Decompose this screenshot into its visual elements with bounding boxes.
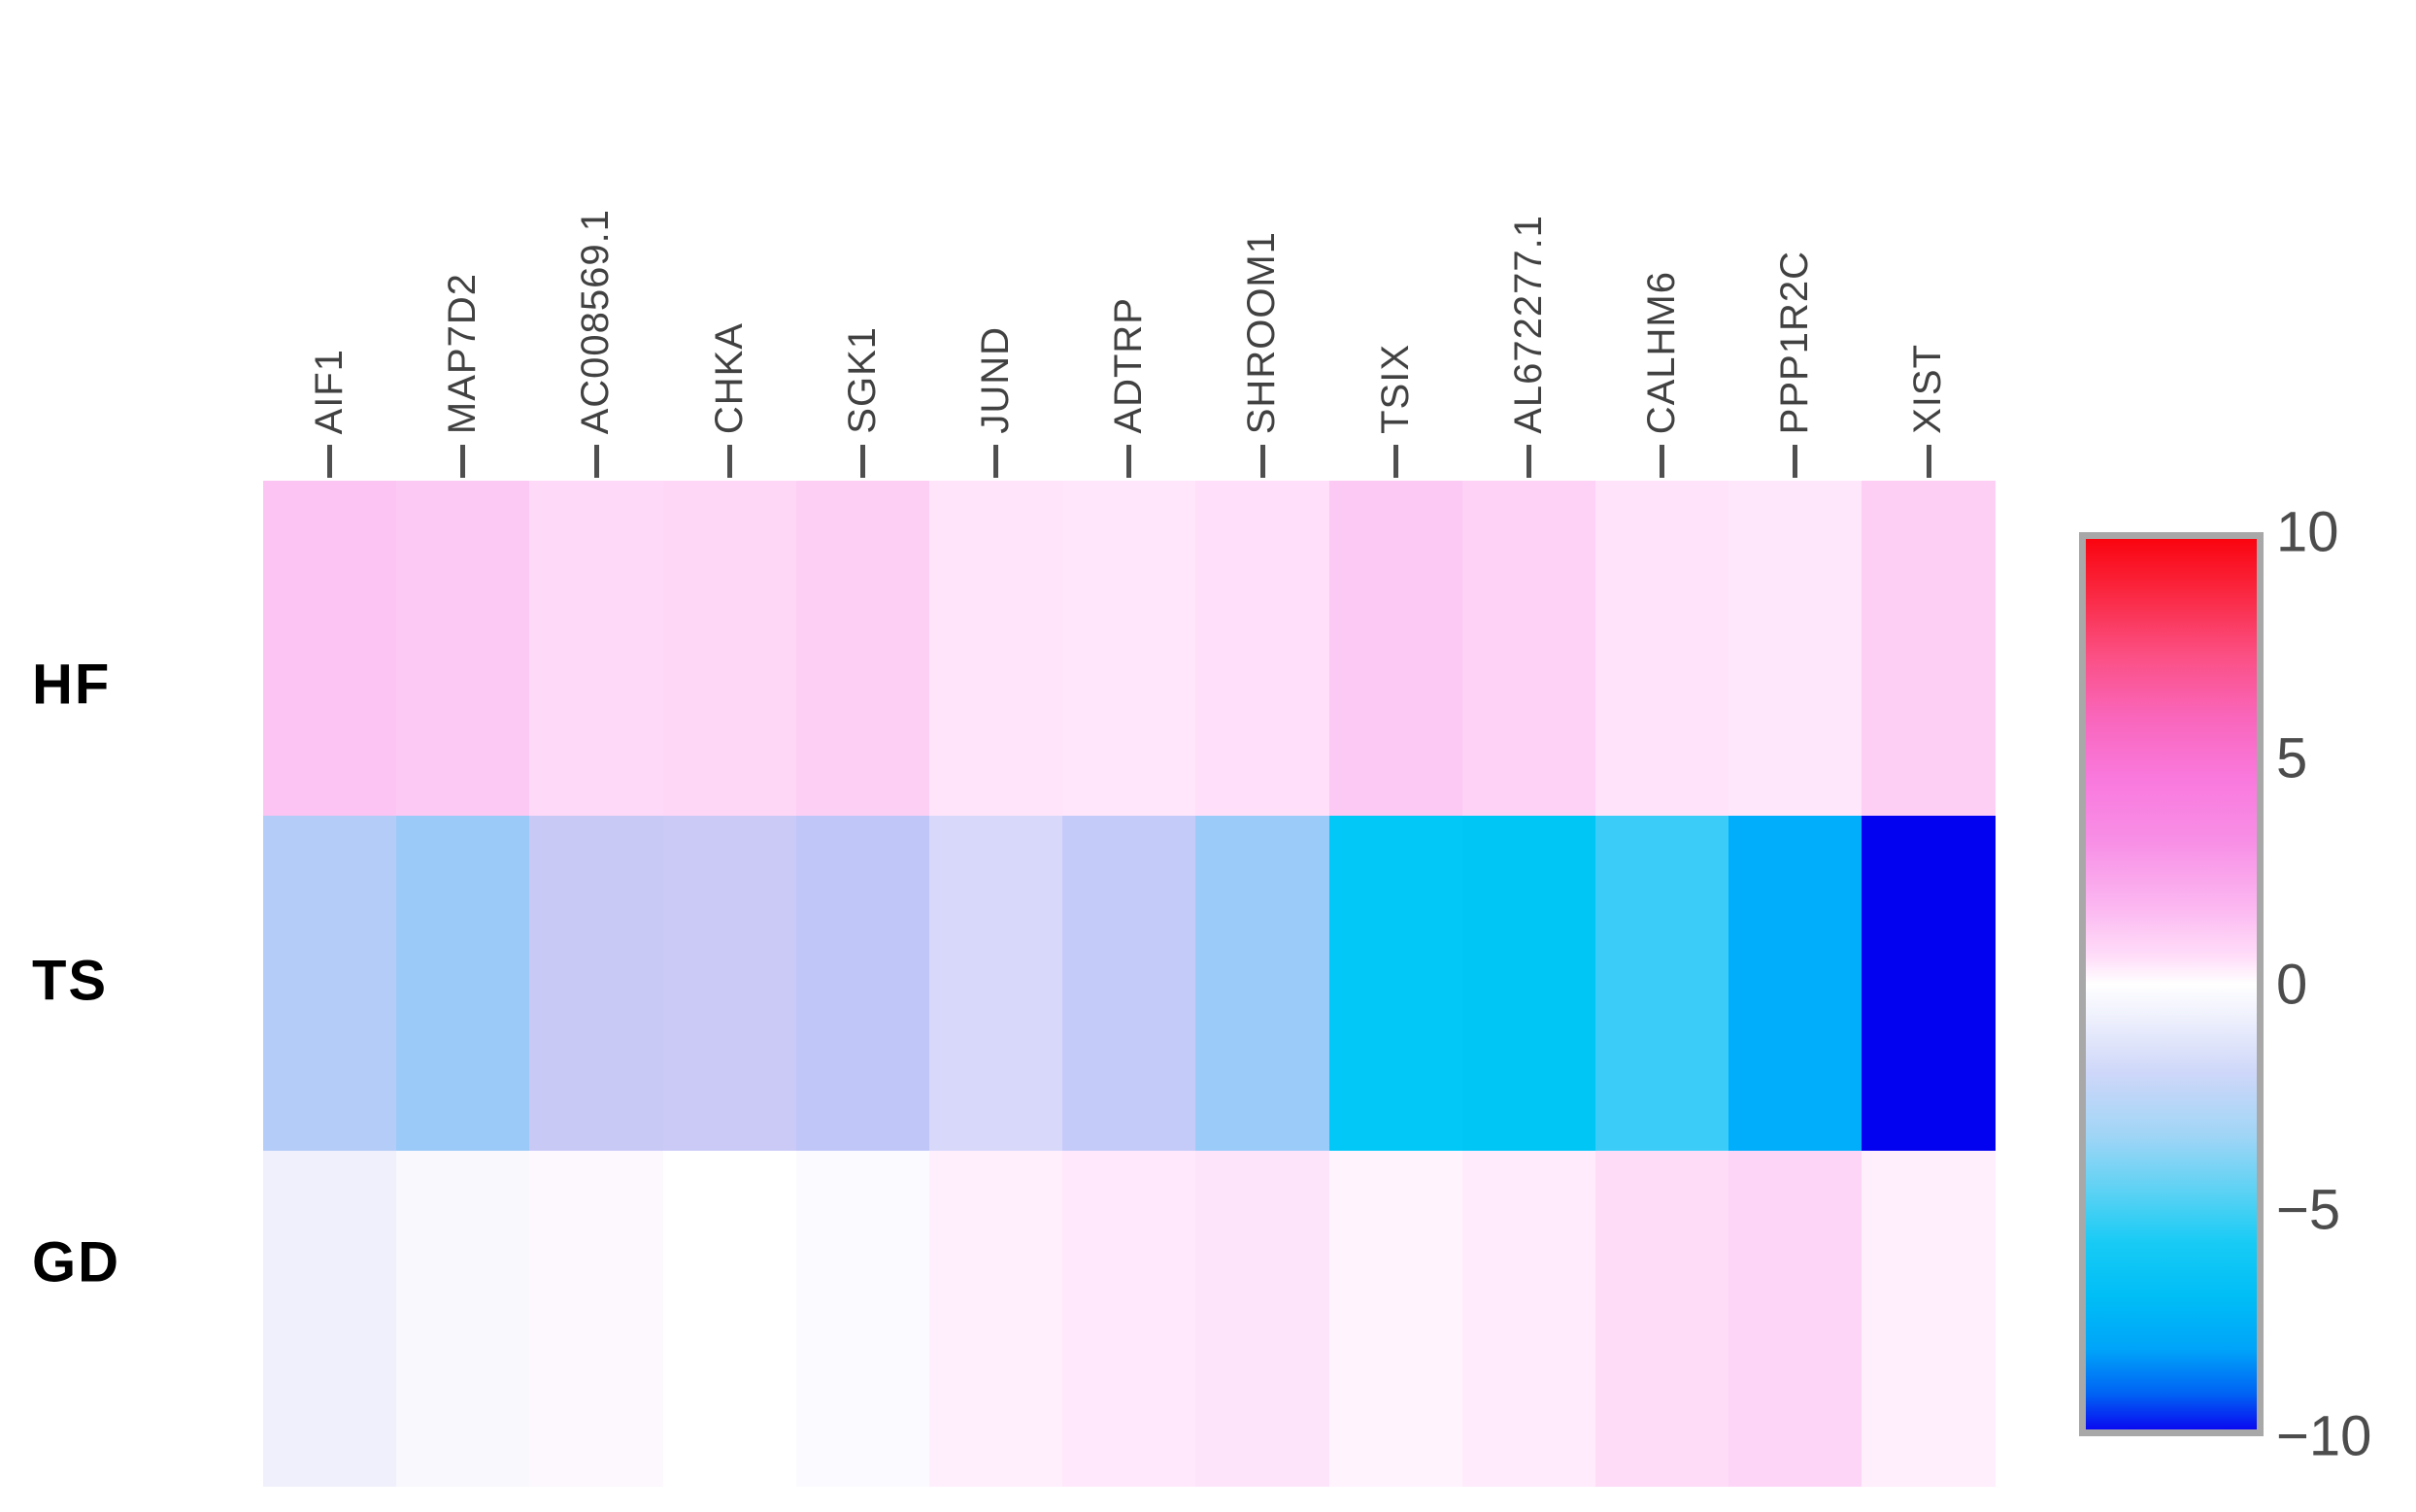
heatmap-cell-gd-calhm6 <box>1595 1151 1729 1487</box>
heatmap-cell-hf-chka <box>662 481 797 817</box>
heatmap-cell-ts-sgk1 <box>795 816 930 1152</box>
column-label-text: TSIX <box>1373 344 1417 434</box>
axis-tick <box>593 445 599 478</box>
axis-tick <box>1926 445 1931 478</box>
axis-tick <box>1660 445 1665 478</box>
column-label-chka: CHKA <box>663 0 796 434</box>
column-label-map7d2: MAP7D2 <box>396 0 529 434</box>
heatmap-cell-hf-calhm6 <box>1595 481 1729 817</box>
column-label-xist: XIST <box>1862 0 1995 434</box>
axis-tick <box>1393 445 1398 478</box>
heatmap-cell-hf-sgk1 <box>795 481 930 817</box>
column-label-ac008569.1: AC008569.1 <box>529 0 662 434</box>
heatmap-cell-gd-xist <box>1862 1151 1997 1487</box>
heatmap-cell-ts-adtrp <box>1062 816 1196 1152</box>
heatmap-cell-hf-xist <box>1862 481 1997 817</box>
axis-tick <box>859 445 865 478</box>
column-label-jund: JUND <box>929 0 1062 434</box>
axis-tick <box>1526 445 1531 478</box>
axis-tick <box>327 445 333 478</box>
column-label-text: MAP7D2 <box>441 272 485 434</box>
column-label-al672277.1: AL672277.1 <box>1462 0 1595 434</box>
column-label-text: AC008569.1 <box>574 208 618 434</box>
row-label-gd: GD <box>32 1230 120 1294</box>
heatmap-cell-gd-map7d2 <box>396 1151 530 1487</box>
colorbar-tick-label-5: 5 <box>2276 726 2308 790</box>
heatmap-cell-ts-map7d2 <box>396 816 530 1152</box>
axis-tick <box>460 445 466 478</box>
heatmap-cell-hf-ppp1r2c <box>1728 481 1862 817</box>
column-label-text: AL672277.1 <box>1506 215 1550 434</box>
column-label-tsix: TSIX <box>1329 0 1462 434</box>
heatmap-cell-ts-chka <box>662 816 797 1152</box>
heatmap-cell-gd-sgk1 <box>795 1151 930 1487</box>
column-label-text: ADTRP <box>1107 297 1151 434</box>
column-label-sgk1: SGK1 <box>796 0 929 434</box>
colorbar-tick-label--5: −5 <box>2276 1178 2341 1242</box>
heatmap-cell-gd-chka <box>662 1151 797 1487</box>
heatmap-cell-gd-adtrp <box>1062 1151 1196 1487</box>
heatmap-cell-hf-shroom1 <box>1195 481 1330 817</box>
heatmap-cell-gd-aif1 <box>263 1151 397 1487</box>
heatmap-cell-ts-aif1 <box>263 816 397 1152</box>
row-label-ts: TS <box>32 949 109 1013</box>
heatmap-cell-gd-ac008569.1 <box>529 1151 664 1487</box>
heatmap-cell-ts-jund <box>929 816 1063 1152</box>
heatmap-cell-gd-shroom1 <box>1195 1151 1330 1487</box>
heatmap-cell-hf-aif1 <box>263 481 397 817</box>
column-label-text: CALHM6 <box>1640 270 1684 434</box>
column-label-ppp1r2c: PPP1R2C <box>1728 0 1862 434</box>
colorbar-tick-label--10: −10 <box>2276 1404 2372 1468</box>
heatmap-cell-gd-jund <box>929 1151 1063 1487</box>
column-label-text: SHROOM1 <box>1240 230 1284 434</box>
column-label-adtrp: ADTRP <box>1062 0 1195 434</box>
column-label-text: JUND <box>974 326 1018 434</box>
axis-tick <box>726 445 732 478</box>
heatmap-cell-ts-xist <box>1862 816 1997 1152</box>
heatmap-cell-gd-tsix <box>1328 1151 1463 1487</box>
axis-tick <box>993 445 999 478</box>
axis-tick <box>1793 445 1798 478</box>
heatmap-cell-ts-al672277.1 <box>1461 816 1596 1152</box>
colorbar <box>2079 532 2264 1436</box>
heatmap-cell-ts-shroom1 <box>1195 816 1330 1152</box>
row-label-hf: HF <box>32 653 112 717</box>
heatmap-cell-hf-al672277.1 <box>1461 481 1596 817</box>
colorbar-tick-label-10: 10 <box>2276 500 2339 564</box>
column-label-text: SGK1 <box>840 326 884 434</box>
heatmap-cell-ts-ppp1r2c <box>1728 816 1862 1152</box>
heatmap-cell-gd-al672277.1 <box>1461 1151 1596 1487</box>
colorbar-tick-label-0: 0 <box>2276 953 2308 1016</box>
colorbar-gradient <box>2086 539 2257 1429</box>
axis-tick <box>1259 445 1265 478</box>
heatmap-cell-hf-jund <box>929 481 1063 817</box>
heatmap-cell-hf-map7d2 <box>396 481 530 817</box>
heatmap-cell-ts-ac008569.1 <box>529 816 664 1152</box>
column-label-text: CHKA <box>707 321 751 434</box>
axis-tick <box>1126 445 1132 478</box>
heatmap-cell-hf-tsix <box>1328 481 1463 817</box>
column-label-shroom1: SHROOM1 <box>1195 0 1328 434</box>
heatmap-cell-gd-ppp1r2c <box>1728 1151 1862 1487</box>
column-label-text: XIST <box>1906 344 1950 434</box>
heatmap-cell-hf-ac008569.1 <box>529 481 664 817</box>
heatmap-cell-ts-calhm6 <box>1595 816 1729 1152</box>
heatmap-cell-hf-adtrp <box>1062 481 1196 817</box>
column-label-text: PPP1R2C <box>1773 250 1817 434</box>
column-label-calhm6: CALHM6 <box>1595 0 1728 434</box>
column-label-aif1: AIF1 <box>263 0 396 434</box>
heatmap-cell-ts-tsix <box>1328 816 1463 1152</box>
column-label-text: AIF1 <box>308 348 352 434</box>
